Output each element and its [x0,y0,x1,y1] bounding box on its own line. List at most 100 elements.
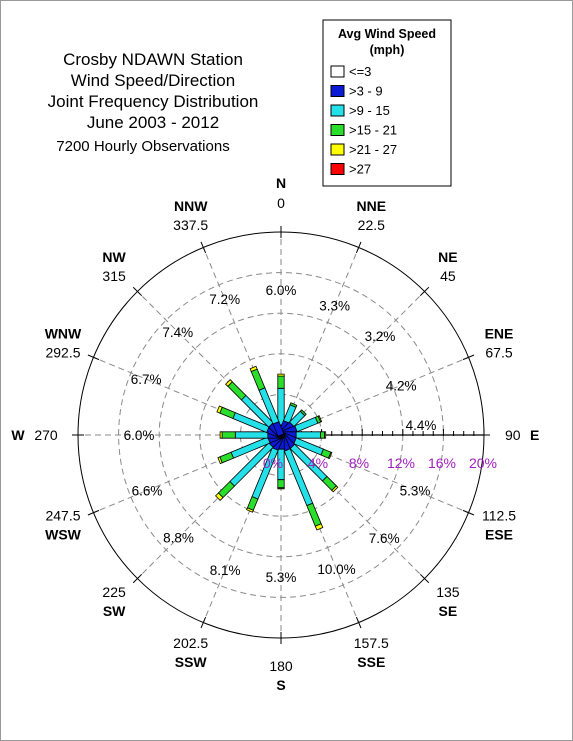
direction-name-ssw: SSW [175,654,208,670]
legend-label: >27 [349,162,371,177]
frequency-label-n: 6.0% [266,283,297,298]
legend-swatch [330,104,345,117]
frequency-label-ene: 4.2% [386,378,417,393]
direction-degrees-n: 0 [277,195,285,211]
scale-label: 20% [469,455,497,471]
legend: Avg Wind Speed (mph) <=3 >3 - 9 >9 - 15 >15… [322,19,452,187]
petal-segment [234,431,269,439]
petal-segment [217,456,223,465]
petal-segment [306,502,322,527]
direction-degrees-se: 135 [436,584,460,600]
direction-tick [462,354,475,361]
direction-degrees-ssw: 202.5 [173,635,208,651]
direction-tick [419,573,430,584]
grid-spoke [280,291,425,436]
direction-name-n: N [276,175,286,191]
frequency-label-sw: 8.8% [163,531,194,546]
title-line-4: June 2003 - 2012 [87,113,219,132]
direction-degrees-sw: 225 [102,584,126,600]
title-line-1: Crosby NDAWN Station [63,50,243,69]
legend-label: >9 - 15 [349,103,390,118]
direction-degrees-nw: 315 [102,268,126,284]
legend-label: >3 - 9 [349,84,383,99]
frequency-label-nne: 3.3% [319,299,350,314]
frequency-label-se: 7.6% [369,531,400,546]
direction-name-nw: NW [102,249,126,265]
petal-nnw [249,365,285,437]
petal-segment [314,523,324,531]
direction-degrees-wsw: 247.5 [45,507,80,523]
direction-name-wnw: WNW [45,326,82,342]
direction-name-wsw: WSW [45,526,82,542]
direction-tick [87,354,100,361]
petal-segment [327,451,333,459]
petal-segment [219,406,236,420]
legend-label: >15 - 21 [349,123,397,138]
petal-segment [219,431,223,439]
scale-label: 0% [263,455,283,471]
legend-label: >21 - 27 [349,142,397,157]
frequency-label-ne: 3.2% [365,329,396,344]
scale-label: 8% [349,455,369,471]
frequency-label-wsw: 6.6% [132,484,163,499]
direction-tick [355,241,362,254]
legend-swatch [330,163,345,175]
frequency-label-sse: 10.0% [317,562,355,577]
direction-name-s: S [276,677,285,693]
direction-name-nne: NNE [357,198,387,214]
petal-segment [277,487,285,490]
direction-tick [132,286,143,297]
title-line-3: Joint Frequency Distribution [48,92,259,111]
direction-degrees-w: 270 [34,427,58,443]
legend-swatch [330,143,345,156]
frequency-label-nw: 7.4% [162,325,193,340]
petal-segment [250,368,266,391]
frequency-label-nnw: 7.2% [209,292,240,307]
petal-segment [227,381,247,401]
direction-degrees-wnw: 292.5 [45,345,80,361]
petal-segment [249,365,258,373]
petal-segment [221,431,236,439]
petal-segment [225,379,233,387]
direction-degrees-e: 90 [505,427,521,443]
direction-degrees-ne: 45 [440,268,456,284]
petal-segment [299,409,307,417]
legend-swatch [330,85,345,97]
direction-tick [355,616,362,629]
frequency-label-ssw: 8.1% [210,563,241,578]
petal-segment [277,387,285,426]
frequency-label-ese: 5.3% [400,484,431,499]
legend-box [322,19,452,187]
petal-segment [324,431,327,439]
frequency-label-w: 6.0% [124,428,155,443]
scale-label: 12% [387,455,415,471]
direction-name-ene: ENE [485,326,514,342]
scale-label: 16% [428,455,456,471]
petal-segment [246,507,254,513]
direction-degrees-s: 180 [269,658,293,674]
direction-name-e: E [530,427,539,443]
direction-degrees-ese: 112.5 [482,507,516,523]
direction-degrees-ene: 67.5 [485,345,512,361]
scale-label: 4% [308,455,328,471]
direction-tick [200,616,207,629]
frequency-label-s: 5.3% [266,570,297,585]
direction-name-ese: ESE [485,526,513,542]
direction-tick [419,286,430,297]
petal-segment [331,485,339,493]
observations-count: 7200 Hourly Observations [56,138,229,155]
direction-tick [462,509,475,516]
direction-name-sw: SW [103,603,126,619]
title-line-2: Wind Speed/Direction [71,71,235,90]
direction-degrees-nne: 22.5 [358,217,385,233]
direction-tick [132,573,143,584]
legend-swatch [330,124,345,136]
direction-name-se: SE [439,603,458,619]
direction-degrees-sse: 157.5 [354,635,389,651]
legend-label: <=3 [349,64,371,79]
direction-name-nnw: NNW [174,198,208,214]
legend-title-line-1: Avg Wind Speed [338,27,436,41]
direction-tick [87,509,100,516]
